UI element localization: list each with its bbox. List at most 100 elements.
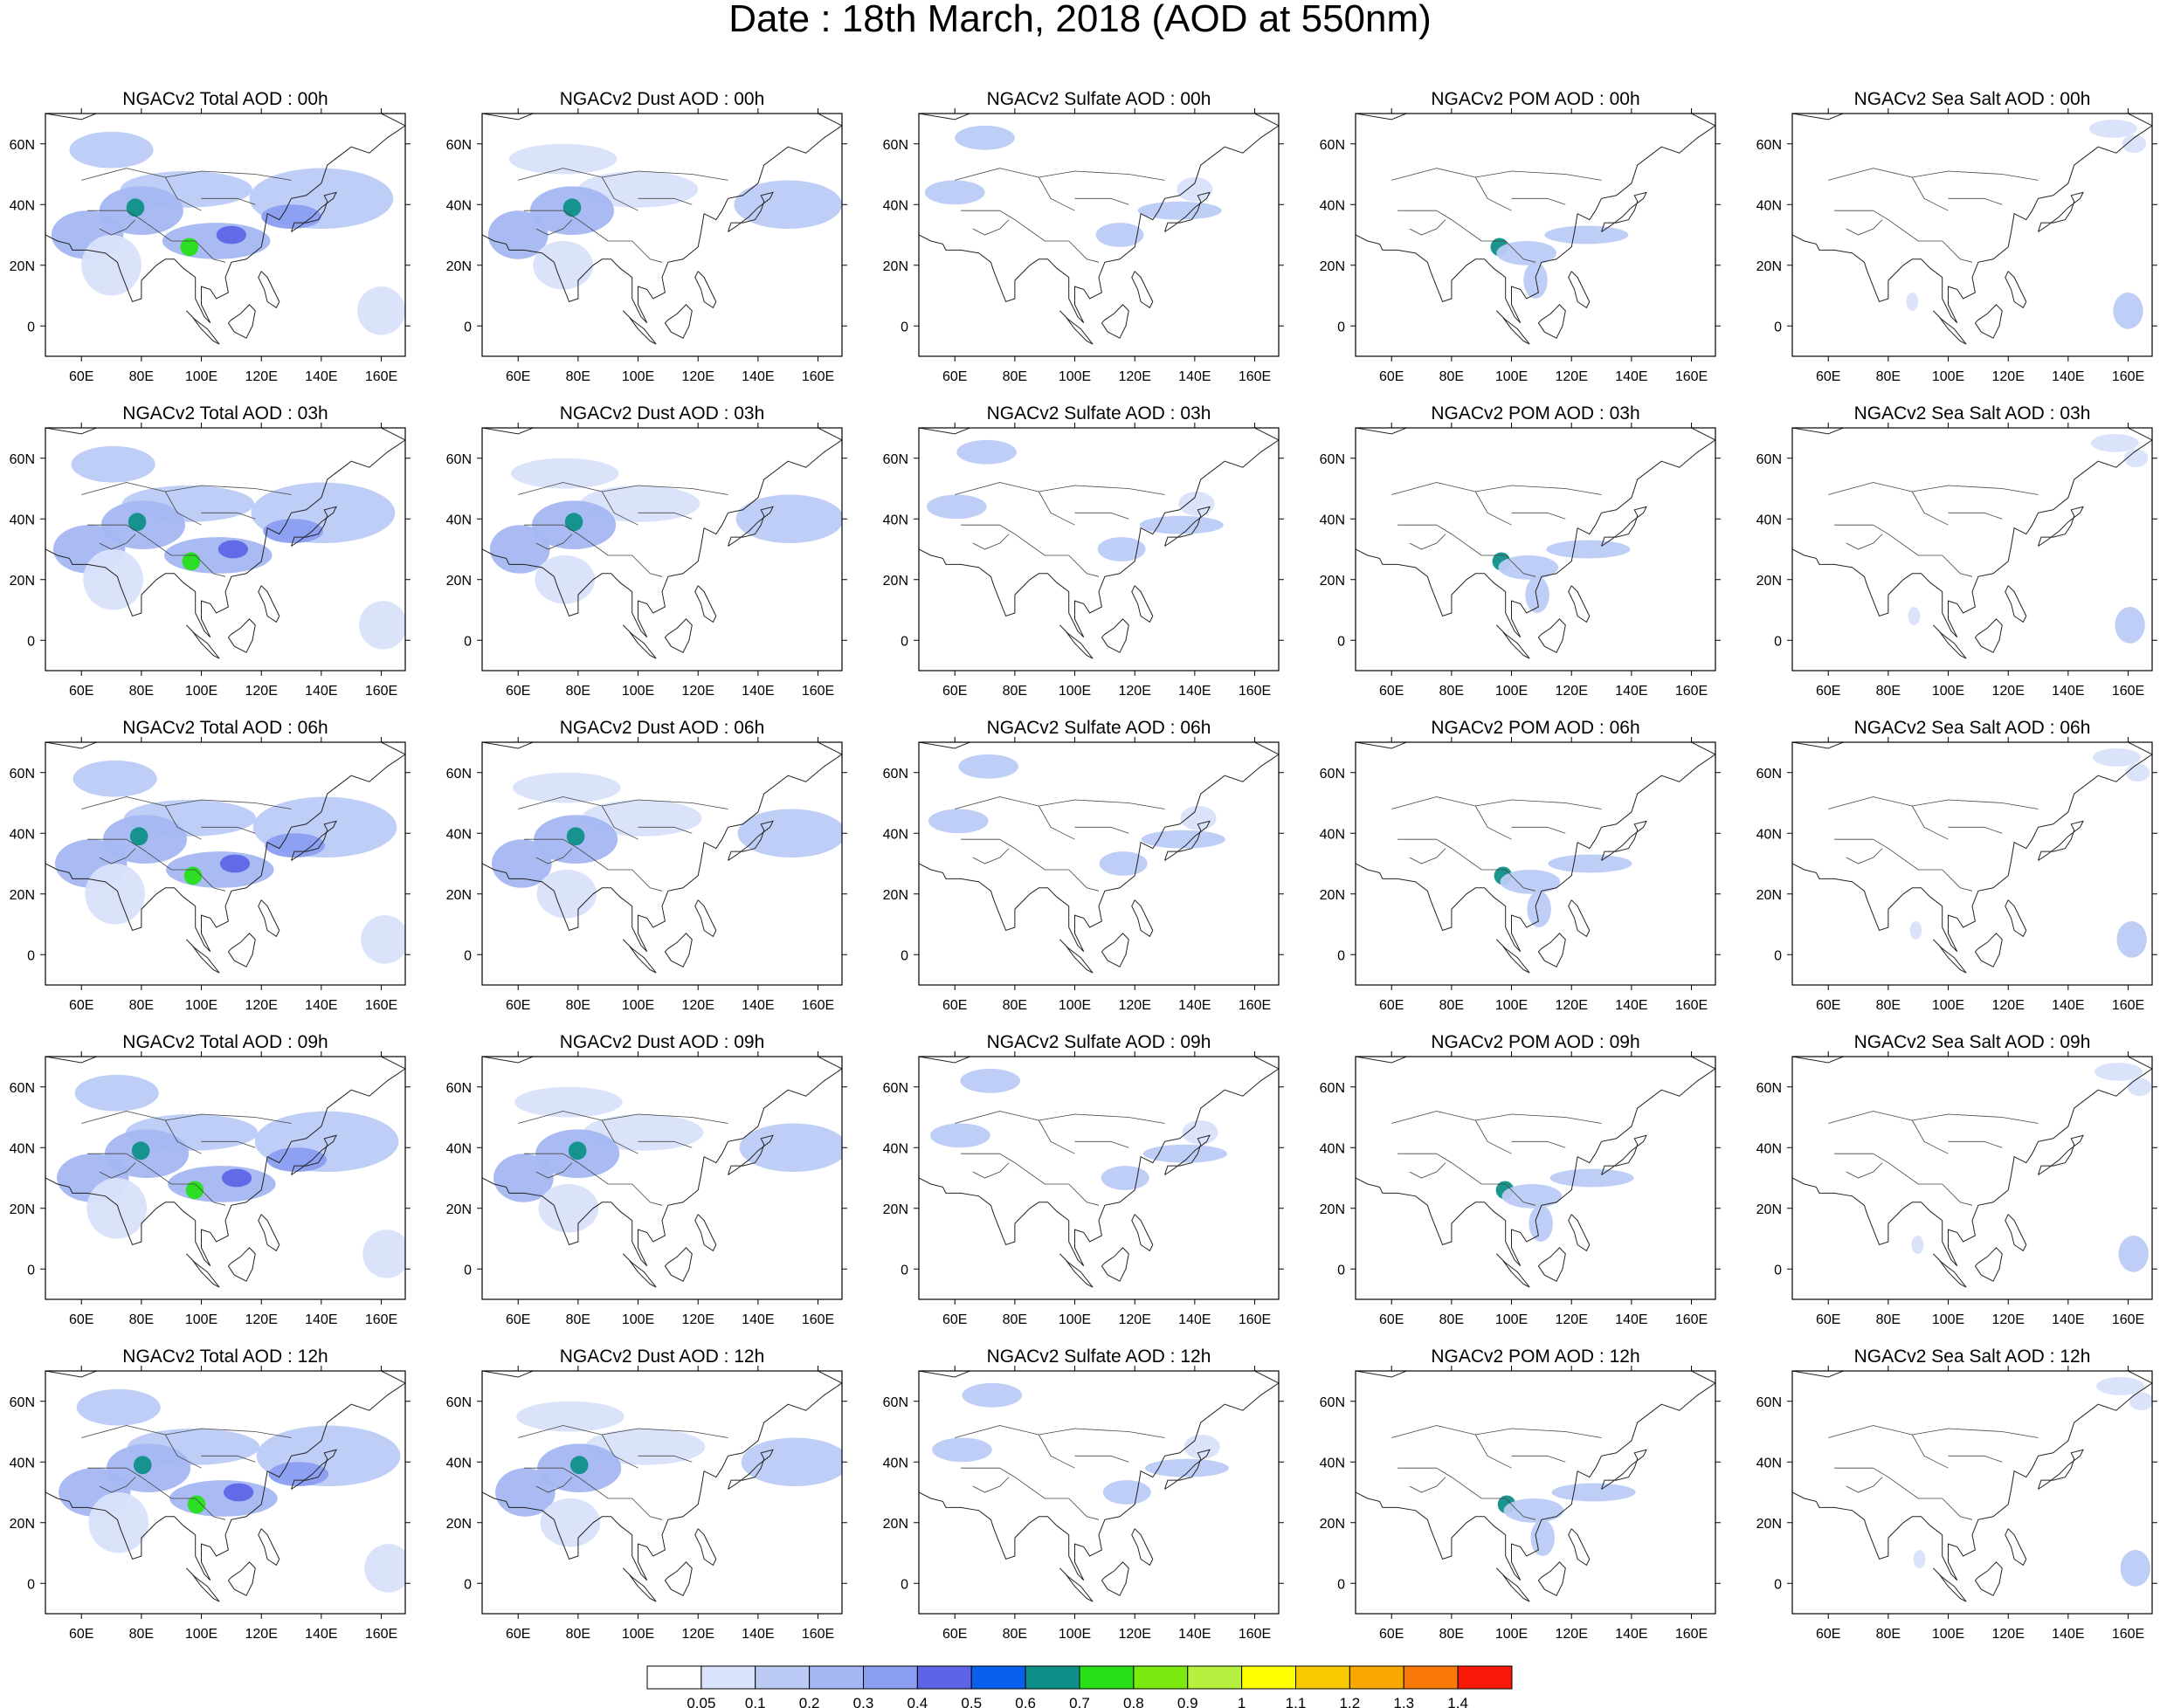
country-border bbox=[535, 1477, 573, 1493]
x-tick-label: 160E bbox=[1239, 684, 1271, 699]
aod-region bbox=[1137, 201, 1222, 220]
aod-region bbox=[1101, 1166, 1149, 1190]
y-tick-label: 40N bbox=[1756, 1141, 1782, 1156]
country-border bbox=[201, 1140, 256, 1148]
aod-region bbox=[133, 1456, 152, 1475]
aod-region bbox=[2113, 293, 2143, 329]
aod-region bbox=[81, 235, 141, 296]
y-tick-label: 20N bbox=[446, 888, 472, 903]
x-tick-label: 80E bbox=[129, 369, 154, 384]
aod-region bbox=[562, 198, 582, 217]
coastline bbox=[728, 1449, 774, 1490]
panel-title: NGACv2 Sea Salt AOD : 09h bbox=[1854, 1032, 2091, 1052]
y-tick-label: 40N bbox=[446, 1141, 472, 1156]
coastline bbox=[2038, 820, 2084, 861]
y-tick-label: 20N bbox=[883, 1202, 908, 1217]
coastline bbox=[1164, 1134, 1211, 1175]
aod-region bbox=[487, 210, 549, 259]
y-tick-label: 20N bbox=[1756, 1517, 1782, 1532]
country-border bbox=[972, 534, 1010, 550]
coastline bbox=[1131, 1528, 1154, 1567]
aod-region bbox=[217, 540, 249, 559]
y-tick-label: 0 bbox=[464, 320, 472, 334]
coastline bbox=[1059, 1253, 1094, 1288]
x-tick-label: 100E bbox=[1495, 1312, 1528, 1327]
coastline bbox=[1164, 1449, 1211, 1490]
x-tick-label: 60E bbox=[1379, 1312, 1404, 1327]
y-tick-label: 60N bbox=[446, 452, 472, 467]
country-border bbox=[1436, 1153, 1536, 1206]
aod-region bbox=[535, 554, 596, 604]
map-background bbox=[1792, 1057, 2152, 1299]
coastline bbox=[1101, 1561, 1129, 1596]
panel-title: NGACv2 Dust AOD : 09h bbox=[560, 1032, 765, 1052]
country-border bbox=[972, 848, 1010, 864]
map-panel: NGACv2 Sulfate AOD : 03h 60E 80E 100E 120E 14… bbox=[883, 403, 1284, 699]
aod-region bbox=[183, 866, 203, 885]
map-frame bbox=[1355, 113, 1716, 357]
map-panel: NGACv2 Total AOD : 00h 60E 80E 100E 120E 140E… bbox=[10, 89, 411, 384]
coastline bbox=[1601, 506, 1647, 547]
map-background bbox=[1792, 114, 2152, 356]
coastline bbox=[1537, 618, 1566, 653]
aod-region bbox=[958, 754, 1018, 779]
y-tick-label: 20N bbox=[1756, 1202, 1782, 1217]
coastline bbox=[1568, 899, 1591, 938]
country-border bbox=[1948, 826, 2003, 834]
aod-region bbox=[489, 525, 550, 574]
aod-region bbox=[357, 286, 405, 335]
country-border bbox=[999, 1467, 1100, 1520]
aod-region bbox=[540, 1498, 601, 1547]
x-tick-label: 80E bbox=[1003, 684, 1027, 699]
aod-region bbox=[1144, 1458, 1230, 1477]
country-border bbox=[1474, 1119, 1512, 1154]
x-tick-label: 80E bbox=[566, 998, 590, 1013]
coastline bbox=[482, 742, 842, 953]
country-border bbox=[1873, 1467, 1973, 1520]
x-tick-label: 60E bbox=[942, 998, 967, 1013]
country-border bbox=[535, 848, 573, 864]
x-tick-label: 100E bbox=[1059, 998, 1091, 1013]
y-tick-label: 0 bbox=[1774, 948, 1782, 963]
coastline bbox=[1568, 271, 1591, 309]
coastline bbox=[664, 304, 693, 339]
country-border bbox=[201, 1455, 256, 1463]
aod-region bbox=[926, 494, 987, 520]
aod-region bbox=[513, 772, 621, 803]
map-frame bbox=[45, 1370, 406, 1615]
coastline bbox=[1792, 428, 2152, 638]
aod-region bbox=[1529, 1205, 1553, 1242]
x-tick-label: 160E bbox=[365, 684, 397, 699]
aod-region bbox=[962, 1382, 1023, 1408]
x-tick-label: 160E bbox=[1675, 1627, 1708, 1642]
panel-title: NGACv2 POM AOD : 09h bbox=[1431, 1032, 1639, 1052]
aod-region bbox=[928, 809, 989, 834]
coastline bbox=[1131, 1214, 1154, 1252]
aod-region bbox=[1530, 1519, 1555, 1556]
y-tick-label: 0 bbox=[27, 948, 35, 963]
coastline bbox=[291, 191, 337, 232]
x-tick-label: 100E bbox=[185, 1312, 217, 1327]
panel-title: NGACv2 Dust AOD : 03h bbox=[560, 403, 765, 424]
x-tick-label: 60E bbox=[69, 369, 93, 384]
coastline bbox=[227, 304, 256, 339]
y-tick-label: 20N bbox=[883, 259, 908, 274]
aod-region bbox=[1500, 869, 1561, 894]
coastline bbox=[1601, 1134, 1647, 1175]
x-tick-label: 120E bbox=[1119, 1312, 1151, 1327]
map-frame bbox=[481, 427, 843, 671]
y-tick-label: 0 bbox=[1337, 1577, 1345, 1592]
coastline bbox=[1496, 1253, 1530, 1288]
aod-region bbox=[2129, 1392, 2152, 1411]
coastline bbox=[728, 820, 774, 861]
y-tick-label: 20N bbox=[446, 1202, 472, 1217]
aod-region bbox=[2094, 1062, 2143, 1081]
y-tick-label: 0 bbox=[27, 634, 35, 649]
x-tick-label: 60E bbox=[69, 684, 93, 699]
aod-region bbox=[361, 915, 405, 964]
y-tick-label: 20N bbox=[1756, 888, 1782, 903]
y-tick-label: 60N bbox=[10, 1081, 35, 1096]
x-tick-label: 100E bbox=[1932, 369, 1964, 384]
x-tick-label: 100E bbox=[185, 998, 217, 1013]
aod-region bbox=[126, 198, 145, 217]
